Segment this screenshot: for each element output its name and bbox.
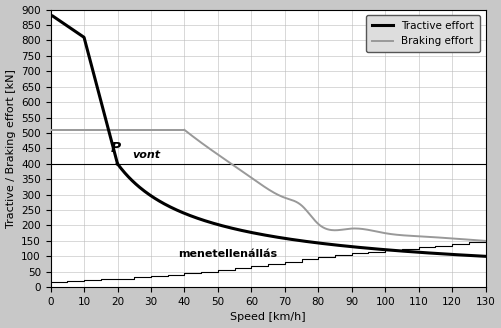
Text: menetellenállás: menetellenállás (178, 249, 277, 259)
Y-axis label: Tractive / Braking effort [kN]: Tractive / Braking effort [kN] (6, 69, 16, 228)
Text: vont: vont (133, 150, 161, 160)
Text: P: P (111, 140, 121, 154)
X-axis label: Speed [km/h]: Speed [km/h] (230, 313, 306, 322)
Legend: Tractive effort, Braking effort: Tractive effort, Braking effort (366, 15, 480, 52)
